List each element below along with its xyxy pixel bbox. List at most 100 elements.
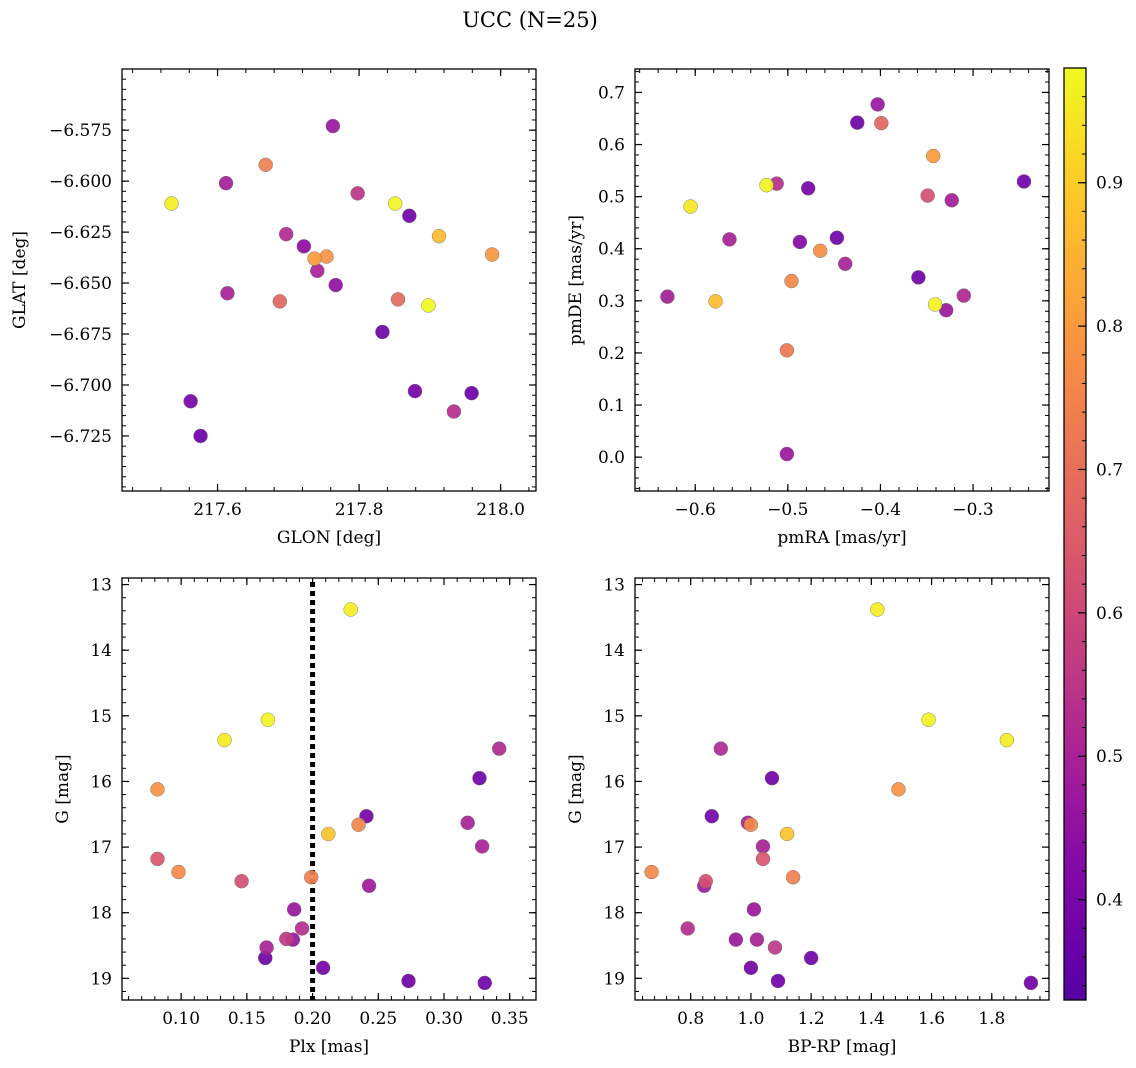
x-axis-label: GLON [deg] [277, 528, 381, 548]
panel-parallax-magnitude: 0.10 0.15 0.20 0.25 0.30 0.35 13 14 15 16 17 18 19 Pl… [53, 576, 537, 1057]
colorbar-tick-label: 0.5 [1096, 747, 1123, 767]
y-tick-label: 15 [603, 707, 625, 727]
minor-ticks [635, 578, 1049, 1000]
y-axis-label: G [mag] [53, 754, 73, 823]
x-tick-label: 1.0 [737, 1009, 764, 1029]
x-tick-label: 0.8 [677, 1009, 704, 1029]
data-point [749, 932, 765, 947]
data-point [351, 817, 366, 832]
y-tick-label: 19 [90, 969, 112, 989]
data-point [472, 770, 487, 786]
data-point [431, 228, 447, 244]
y-tick-label: 13 [603, 576, 625, 596]
data-point [272, 294, 288, 309]
colorbar-tick-label: 0.9 [1096, 174, 1123, 194]
y-tick-label: −6.650 [49, 274, 112, 294]
y-tick-label: 13 [90, 576, 112, 596]
major-ticks [122, 69, 536, 491]
y-tick-label: 19 [603, 969, 625, 989]
data-point [294, 921, 310, 936]
y-tick-label: 0.3 [598, 292, 625, 312]
data-point [171, 864, 186, 880]
colorbar-tick-label: 0.8 [1096, 317, 1123, 337]
x-tick-label: 1.4 [858, 1009, 885, 1029]
panel-position: 217.6 217.8 218.0 −6.575 −6.600 −6.625 −6.650 −… [10, 68, 537, 548]
y-tick-label: −6.600 [49, 172, 112, 192]
data-point [870, 602, 885, 617]
x-tick-label: 0.35 [491, 1009, 529, 1029]
y-tick-label: 0.5 [598, 188, 625, 208]
y-tick-label: −6.625 [49, 223, 112, 243]
data-point [708, 294, 723, 309]
data-point [764, 770, 780, 786]
x-axis-label: pmRA [mas/yr] [777, 528, 906, 548]
data-point [785, 870, 801, 885]
data-point [218, 175, 234, 191]
data-point [375, 324, 390, 340]
data-point [328, 277, 343, 293]
data-point [477, 975, 492, 991]
x-tick-label: 0.30 [425, 1009, 463, 1029]
x-tick-label: 218.0 [476, 500, 525, 520]
y-tick-label: −6.700 [49, 376, 112, 396]
x-tick-label: 1.8 [978, 1009, 1005, 1029]
data-point [259, 940, 274, 955]
data-point [446, 404, 462, 419]
major-ticks [635, 578, 1049, 1000]
data-point [296, 239, 312, 254]
data-point [183, 394, 198, 409]
data-point [164, 196, 179, 211]
panel-color-magnitude: 0.8 1.0 1.2 1.4 1.6 1.8 13 14 15 16 17 18 19 BP-RP [m… [566, 576, 1050, 1057]
data-point [220, 286, 235, 301]
colorbar-gradient [1063, 67, 1087, 1001]
data-point [402, 208, 417, 223]
data-point [310, 263, 325, 279]
data-point [286, 902, 302, 917]
data-point [944, 193, 959, 208]
x-axis-label: Plx [mas] [289, 1037, 369, 1057]
minor-ticks [122, 68, 536, 491]
y-tick-label: 0.4 [598, 240, 625, 260]
data-point [779, 343, 795, 358]
data-point [770, 973, 786, 989]
data-point [319, 249, 334, 264]
data-point [307, 251, 322, 266]
data-point [803, 950, 819, 966]
y-axis-label: pmDE [mas/yr] [566, 215, 586, 345]
data-point [1016, 174, 1032, 189]
data-point [401, 973, 416, 989]
data-point [779, 446, 795, 462]
x-tick-label: −0.6 [675, 500, 716, 520]
data-point [926, 148, 941, 164]
data-point [464, 385, 479, 401]
axes-frame [634, 577, 1050, 1001]
y-tick-label: 17 [603, 838, 625, 858]
scatter-points [150, 602, 507, 991]
y-tick-label: 14 [603, 641, 625, 661]
data-point [150, 851, 165, 867]
data-point [315, 960, 331, 976]
y-tick-label: 0.0 [598, 448, 625, 468]
data-point [343, 602, 358, 617]
y-axis-label: G [mag] [566, 754, 586, 823]
data-point [492, 741, 507, 756]
y-tick-label: 17 [90, 838, 112, 858]
data-point [474, 839, 490, 854]
data-point [746, 902, 762, 917]
major-ticks [122, 578, 536, 1000]
x-tick-label: 0.15 [228, 1009, 266, 1029]
x-tick-label: −0.3 [952, 500, 993, 520]
y-tick-label: 0.1 [598, 396, 625, 416]
data-point [767, 940, 783, 955]
x-tick-label: 1.2 [798, 1009, 825, 1029]
data-point [792, 234, 808, 250]
data-point [421, 298, 436, 313]
colorbar-tick-label: 0.7 [1096, 460, 1123, 480]
data-point [829, 230, 845, 246]
y-tick-label: 0.7 [598, 83, 625, 103]
axes-frame [634, 68, 1050, 492]
scatter-points [644, 602, 1039, 991]
x-tick-label: 0.20 [294, 1009, 332, 1029]
axes-frame [121, 577, 537, 1001]
